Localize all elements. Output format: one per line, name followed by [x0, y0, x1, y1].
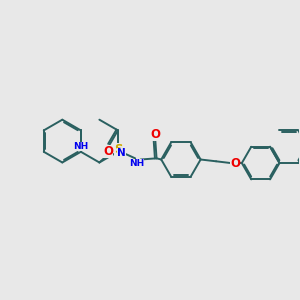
Text: NH: NH [73, 142, 88, 151]
Text: O: O [230, 157, 240, 169]
Text: N: N [117, 148, 126, 158]
Text: S: S [114, 143, 123, 156]
Text: O: O [150, 128, 161, 141]
Text: NH: NH [129, 159, 144, 168]
Text: O: O [103, 145, 113, 158]
